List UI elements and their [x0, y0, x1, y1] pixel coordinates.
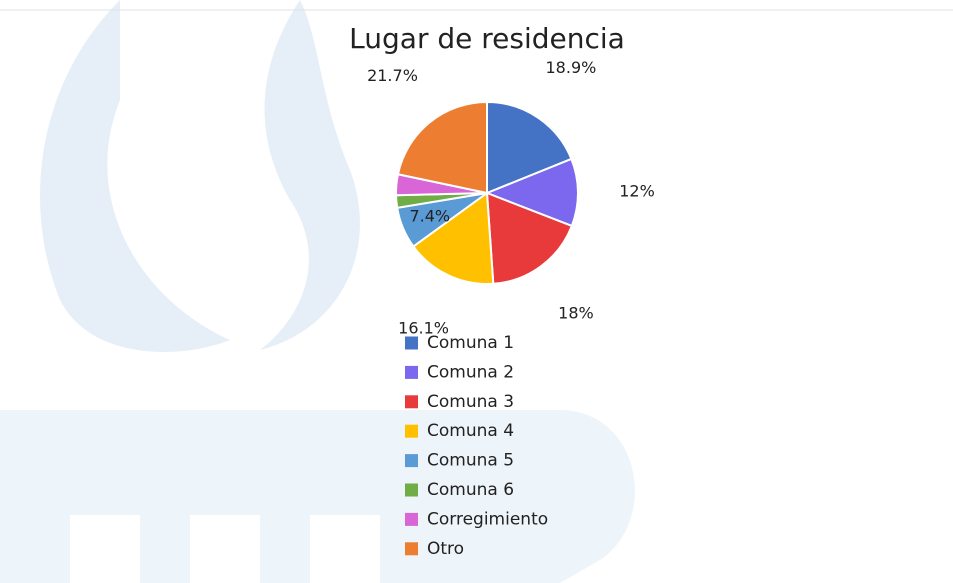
- legend-swatch: [405, 337, 418, 350]
- legend-swatch: [405, 513, 418, 526]
- data-label: 21.7%: [367, 66, 418, 85]
- data-label: 7.4%: [409, 206, 450, 225]
- legend-swatch: [405, 425, 418, 438]
- chart-title: Lugar de residencia: [349, 22, 625, 55]
- watermark: [0, 0, 635, 583]
- legend-label: Comuna 3: [427, 392, 514, 412]
- data-label: 12%: [619, 182, 655, 201]
- legend-label: Comuna 1: [427, 333, 514, 353]
- legend-label: Corregimiento: [427, 509, 548, 529]
- data-label: 18%: [558, 303, 594, 322]
- data-label: 18.9%: [546, 58, 597, 77]
- legend-label: Comuna 2: [427, 362, 514, 382]
- legend-swatch: [405, 484, 418, 497]
- page: Lugar de residencia 18.9%12%18%16.1%7.4%…: [0, 0, 953, 583]
- legend-swatch: [405, 542, 418, 555]
- legend-swatch: [405, 395, 418, 408]
- legend-label: Comuna 6: [427, 480, 514, 500]
- legend-swatch: [405, 454, 418, 467]
- legend-label: Comuna 4: [427, 421, 514, 441]
- legend-label: Comuna 5: [427, 451, 514, 471]
- chart: Lugar de residencia 18.9%12%18%16.1%7.4%…: [0, 0, 953, 583]
- legend-swatch: [405, 366, 418, 379]
- legend-label: Otro: [427, 539, 464, 559]
